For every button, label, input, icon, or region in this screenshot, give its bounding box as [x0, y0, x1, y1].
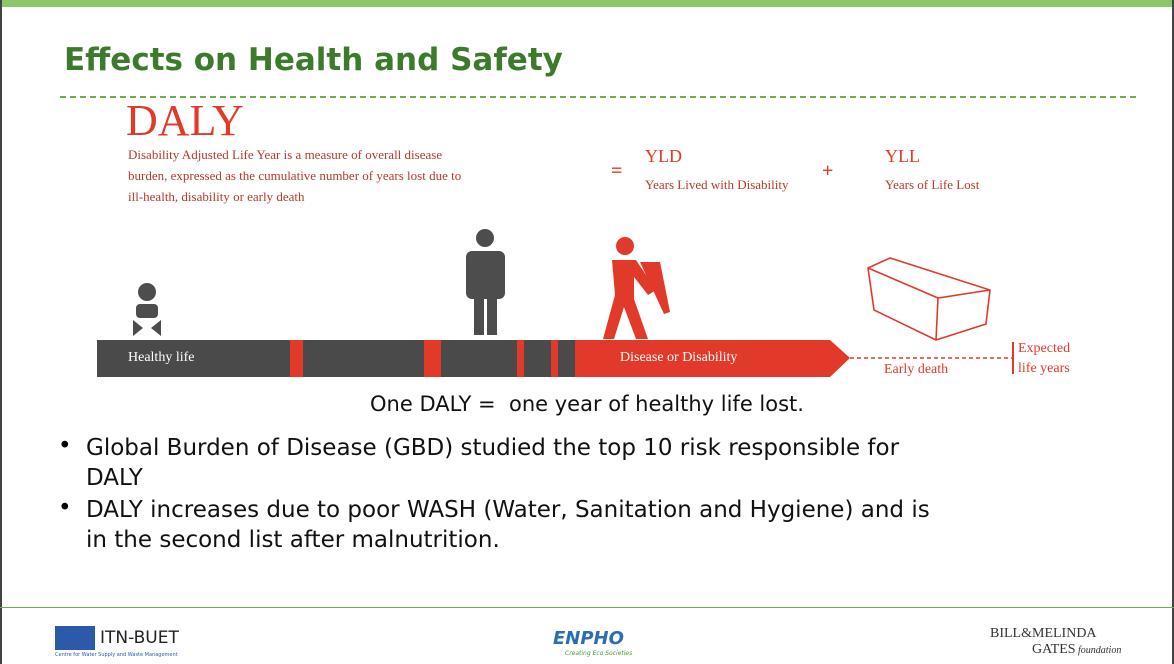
early-death-label: Early death [884, 362, 949, 377]
line: in the second list after malnutrition. [86, 527, 500, 553]
healthy-label: Healthy life [128, 350, 195, 365]
bullet-text: Global Burden of Disease (GBD) studied t… [86, 433, 899, 493]
gates-line2: GATES [1032, 642, 1076, 657]
plus: + [822, 160, 834, 182]
caption-text: One DALY = one year of healthy life lost… [370, 392, 804, 416]
gates-line3: foundation [1078, 645, 1122, 656]
enpho-name: ENPHO [553, 628, 624, 649]
bullet-text: DALY increases due to poor WASH (Water, … [86, 495, 930, 555]
injured-icon [603, 237, 670, 339]
line: DALY [86, 465, 143, 491]
gates-line1: BILL&MELINDA [990, 626, 1097, 641]
footer-line [0, 607, 1174, 608]
bullet: • [58, 433, 72, 459]
baby-icon [133, 283, 161, 336]
equals: = [611, 160, 623, 182]
itn-name: ITN-BUET [100, 628, 179, 648]
line: DALY increases due to poor WASH (Water, … [86, 497, 930, 523]
expected-label: Expected life years [1018, 339, 1070, 379]
timeline-graphic [97, 229, 1014, 377]
itn-tagline: Centre for Water Supply and Waste Manage… [55, 652, 178, 658]
border [0, 0, 2, 664]
disease-bar [592, 340, 850, 377]
illness-episodes [290, 340, 592, 377]
adult-icon [466, 229, 505, 335]
disease-label: Disease or Disability [620, 350, 738, 365]
yld: YLD [645, 146, 682, 166]
bullet: • [58, 495, 72, 521]
top-bar [0, 0, 1174, 7]
line: Expected [1018, 341, 1071, 356]
line: ill-health, disability or early death [128, 189, 305, 204]
definition: Disability Adjusted Life Year is a measu… [128, 144, 461, 207]
line: Global Burden of Disease (GBD) studied t… [86, 435, 900, 461]
line: life years [1018, 361, 1070, 376]
yll-full: Years of Life Lost [885, 177, 980, 192]
healthy-bar [97, 340, 592, 377]
border [1172, 0, 1174, 664]
title: Effects on Health and Safety [64, 42, 563, 78]
yll: YLL [885, 146, 920, 166]
daly-heading: DALY [126, 96, 244, 145]
itn-logo-mark [55, 626, 95, 650]
line: Disability Adjusted Life Year is a measu… [128, 147, 443, 162]
yld-full: Years Lived with Disability [645, 177, 789, 192]
coffin-icon [867, 257, 991, 341]
caption: One DALY = one year of healthy life lost… [0, 392, 1174, 416]
divider [60, 96, 1136, 98]
enpho-tagline: Creating Eco Societies [565, 650, 633, 657]
line: burden, expressed as the cumulative numb… [128, 168, 462, 183]
